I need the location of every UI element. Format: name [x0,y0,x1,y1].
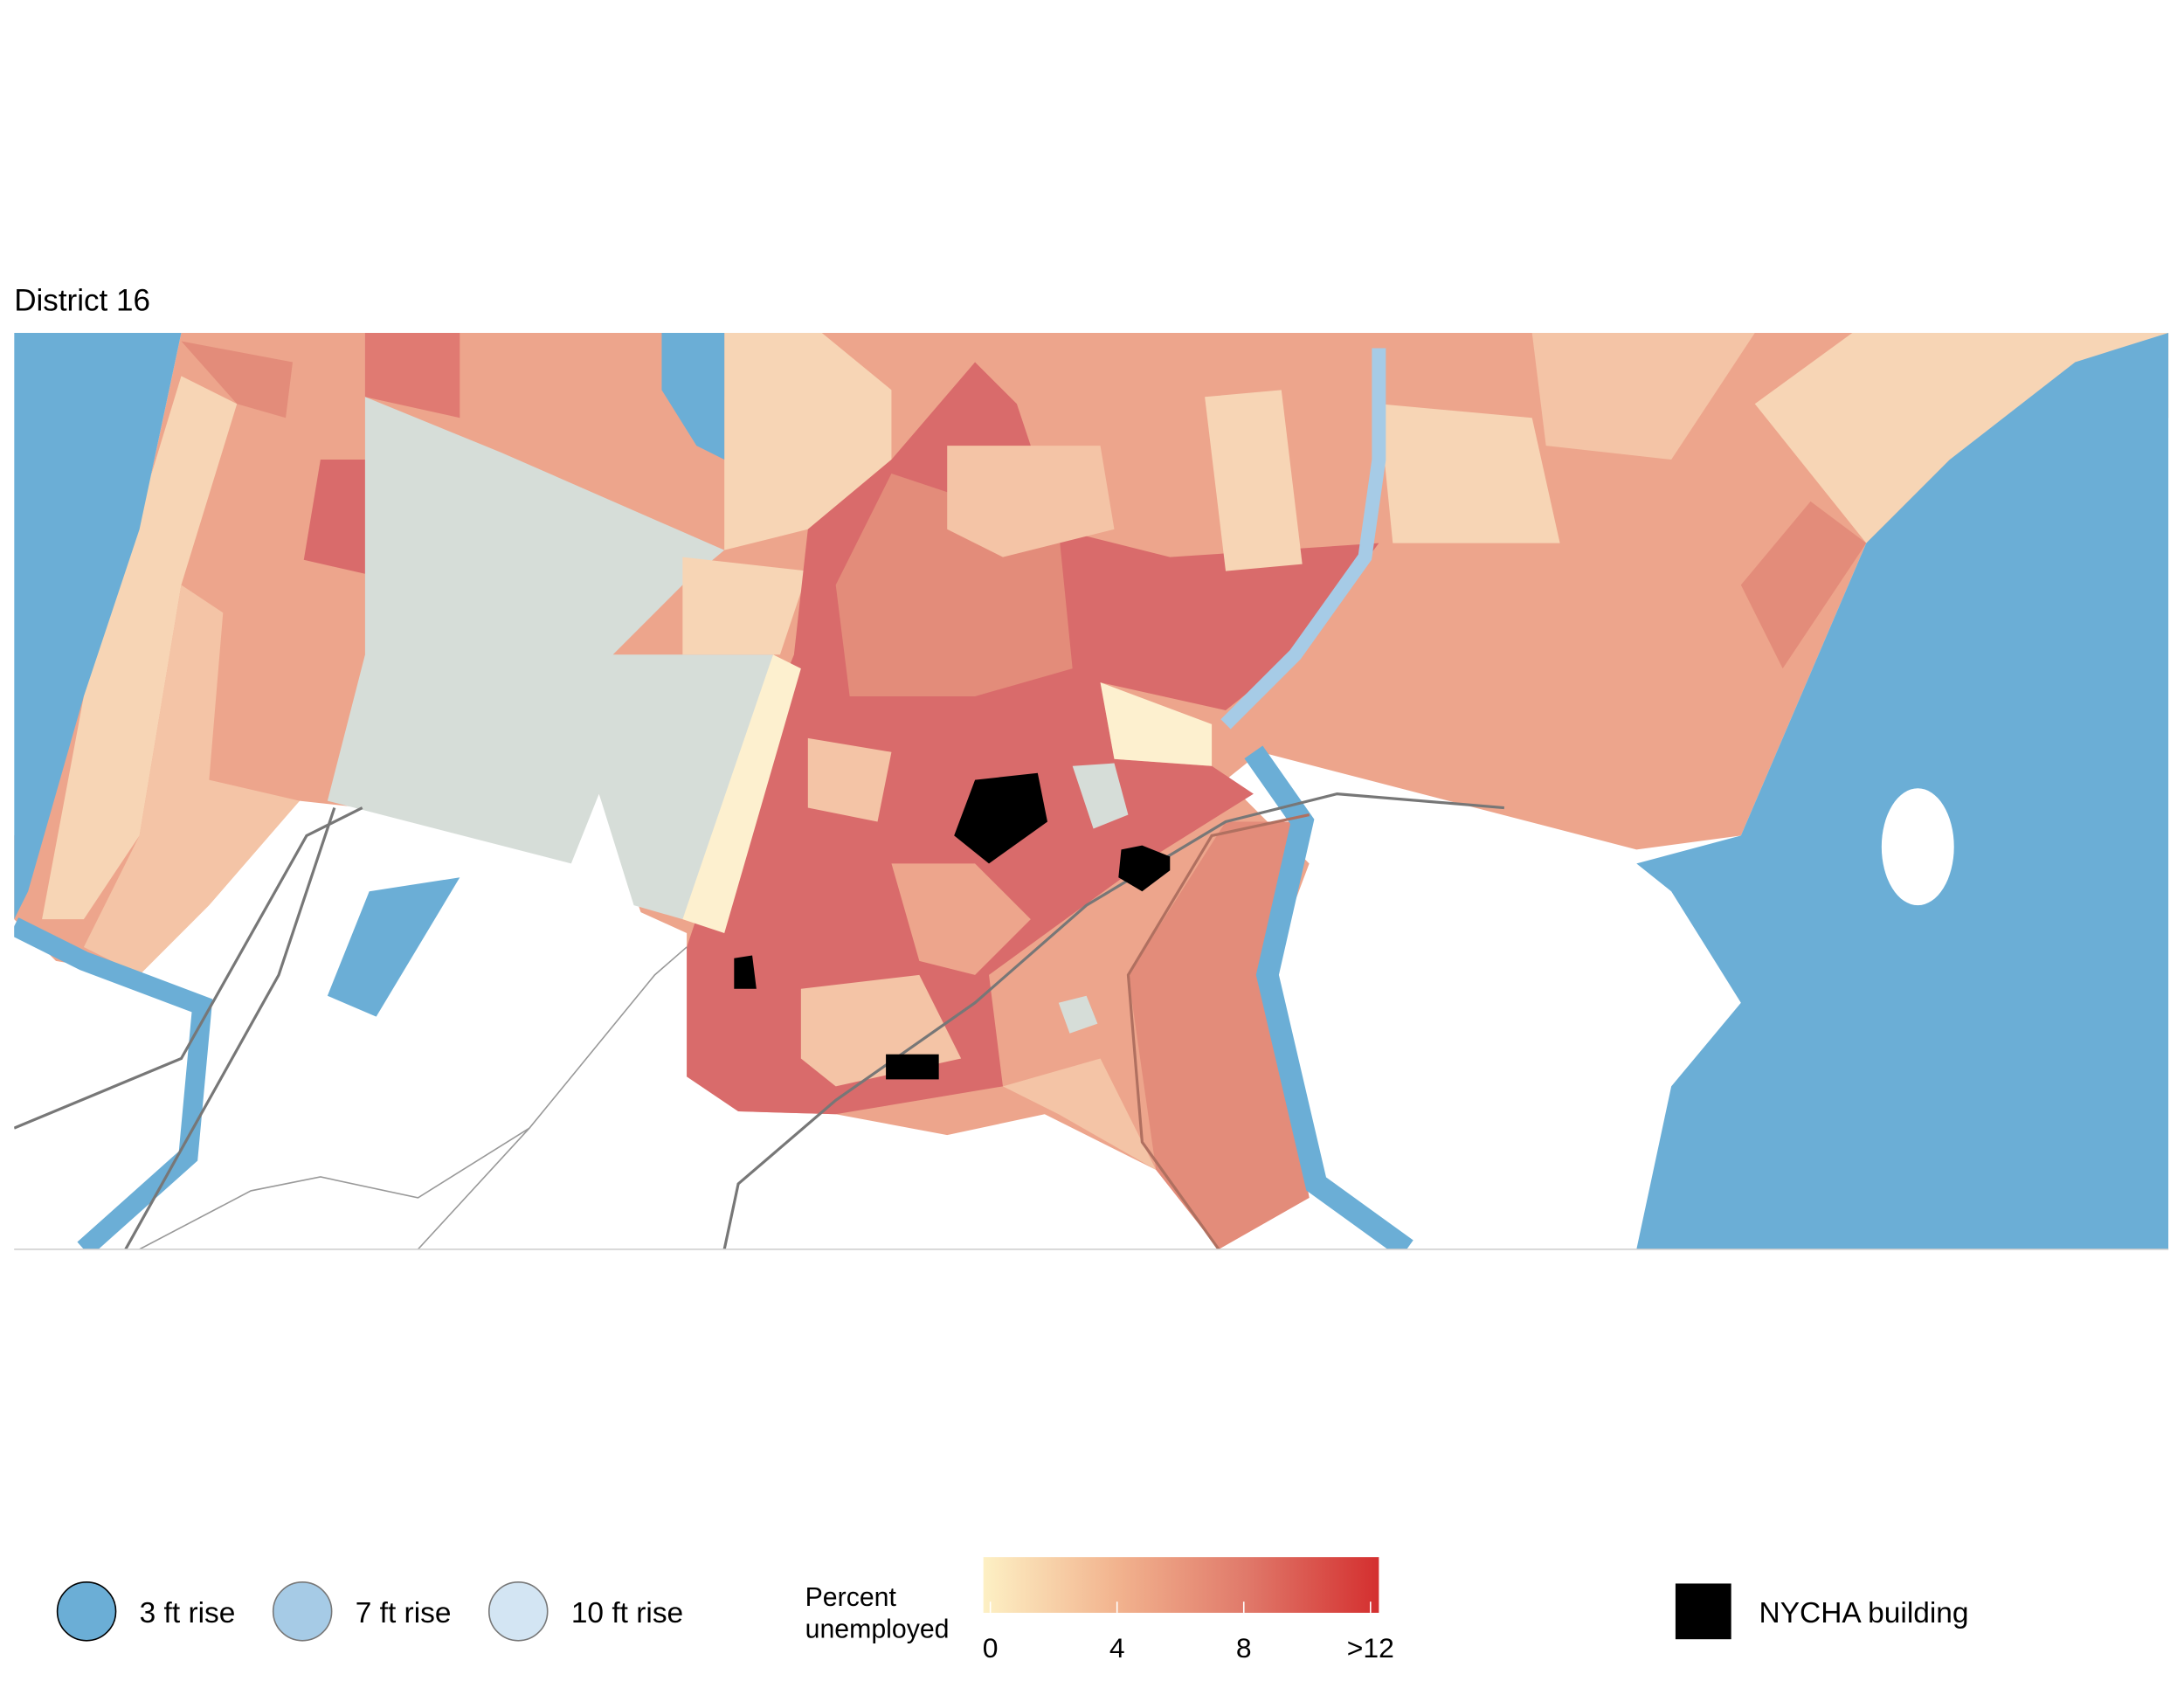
nycha-swatch [1675,1583,1731,1640]
colorbar-ticks: 0 4 8 >12 [983,1602,1394,1664]
tract [83,585,300,975]
colorbar [983,1557,1379,1613]
colorbar-tick-label: 0 [983,1632,999,1664]
nycha-label: NYCHA building [1759,1597,1969,1629]
nycha-building [954,772,1047,864]
park [1058,995,1098,1034]
colorbar-tick-label: 4 [1109,1632,1125,1664]
park [1072,763,1129,829]
water [327,877,460,1017]
colorbar-tick-label: >12 [1347,1632,1394,1664]
nycha-building [1118,845,1171,892]
tract [42,376,238,920]
flood-label: 7 ft rise [356,1597,452,1629]
island [1881,788,1954,906]
water [661,332,725,460]
tract [181,341,294,419]
nycha-building [734,955,757,989]
tract [364,332,460,419]
flood-label: 3 ft rise [140,1597,236,1629]
tract [303,460,365,574]
tract [1740,501,1867,669]
water [1244,745,1413,1249]
water [14,917,213,1249]
water [1636,332,2169,1249]
tract [1002,1058,1157,1171]
tract [1128,821,1310,1249]
tract [807,737,892,822]
colorbar-tick-label: 8 [1236,1632,1252,1664]
tract [682,557,808,655]
tract [891,863,1031,975]
water [14,332,182,920]
colorbar-label: unemployed [805,1615,950,1644]
tract [1100,682,1213,766]
rail [722,792,1504,1249]
park [327,397,773,920]
nycha-building [886,1054,939,1080]
tract [1531,332,1755,460]
tract [1205,390,1303,571]
flood-label: 10 ft rise [571,1597,683,1629]
rail [1126,813,1310,1249]
boundary [139,1127,530,1249]
flood-legend: 3 ft rise 7 ft rise 10 ft rise [56,1581,683,1642]
rail [14,806,363,1130]
map-title: District 16 [14,283,150,317]
rail [124,807,336,1249]
flood-swatch [56,1581,117,1642]
water [1220,348,1386,730]
tract [947,446,1115,557]
boundary [417,946,688,1249]
map [14,332,2169,1249]
flood-swatch [487,1581,549,1642]
tract [682,654,801,934]
tract [1379,404,1560,543]
tract [724,332,892,550]
colorbar-label: Percent [805,1583,897,1612]
flood-swatch [272,1581,333,1642]
